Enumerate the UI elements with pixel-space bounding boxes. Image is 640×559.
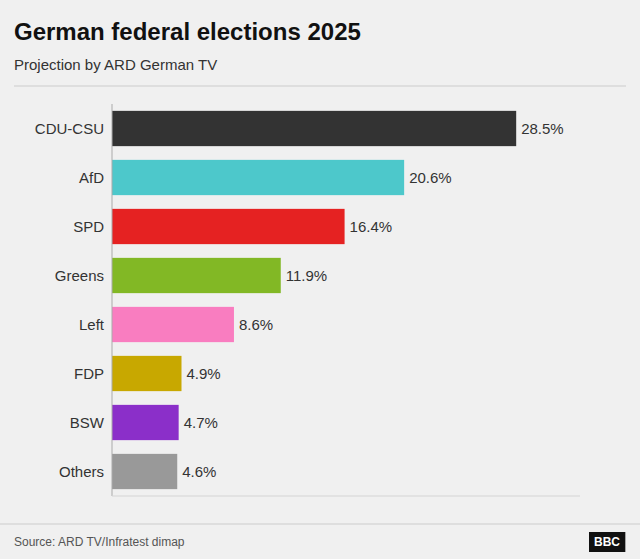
chart-container: German federal elections 2025 Projection …: [0, 0, 640, 559]
bars: [112, 111, 516, 489]
title: German federal elections 2025: [14, 18, 361, 45]
data-label: 8.6%: [239, 316, 273, 333]
separator: [14, 86, 626, 87]
labels: CDU-CSU 28.5% AfD 20.6% SPD 16.4% Greens 11.9% L…: [35, 120, 564, 480]
bar: [112, 160, 404, 195]
data-label: 16.4%: [350, 218, 393, 235]
data-label: 4.6%: [182, 463, 216, 480]
category-label: Left: [79, 316, 105, 333]
chart: German federal elections 2025 Projection …: [0, 0, 640, 559]
bar: [112, 209, 345, 244]
data-label: 20.6%: [409, 169, 452, 186]
bar: [112, 111, 516, 146]
subtitle: Projection by ARD German TV: [14, 56, 217, 73]
separator: [0, 524, 640, 525]
bar: [112, 258, 281, 293]
background: [0, 0, 640, 559]
bar: [112, 356, 181, 391]
data-label: 11.9%: [286, 267, 327, 284]
logo-box: [589, 532, 625, 552]
bar: [112, 307, 234, 342]
category-label: BSW: [70, 414, 105, 431]
data-label: 4.9%: [186, 365, 220, 382]
source: Source: ARD TV/Infratest dimap: [14, 535, 185, 549]
category-label: Others: [59, 463, 104, 480]
bar: [112, 454, 177, 489]
y-axis-line: [112, 104, 113, 496]
logo-text: BBC: [594, 535, 620, 549]
x-axis-line: [112, 496, 580, 497]
category-label: FDP: [74, 365, 104, 382]
category-label: CDU-CSU: [35, 120, 104, 137]
category-label: AfD: [79, 169, 104, 186]
bar: [112, 405, 179, 440]
category-label: SPD: [73, 218, 104, 235]
logo: BBC: [589, 532, 625, 552]
data-label: 28.5%: [521, 120, 564, 137]
category-label: Greens: [55, 267, 104, 284]
data-label: 4.7%: [184, 414, 218, 431]
